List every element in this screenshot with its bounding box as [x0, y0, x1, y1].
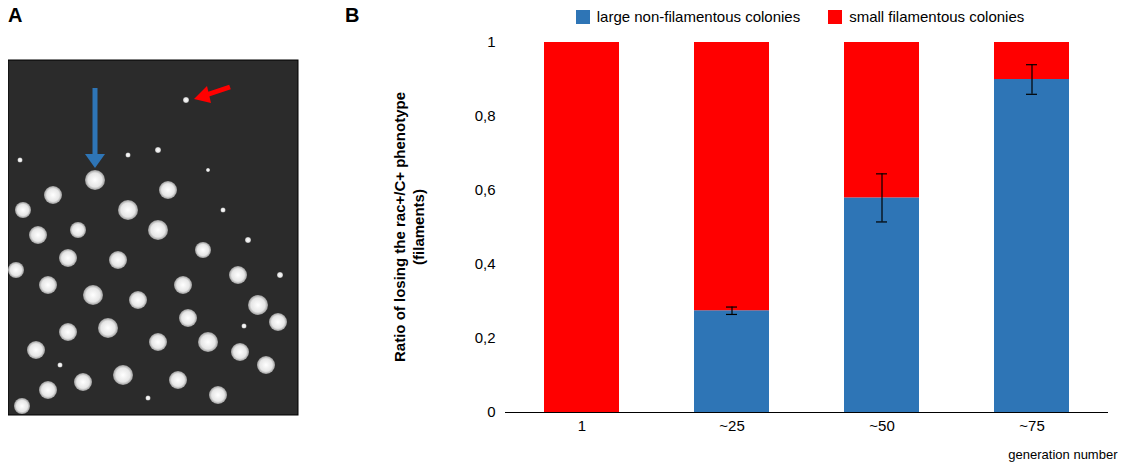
svg-text:1: 1	[487, 33, 495, 50]
svg-text:0: 0	[487, 403, 495, 420]
svg-text:generation number: generation number	[1008, 447, 1118, 462]
svg-text:0,8: 0,8	[475, 107, 496, 124]
html-text:A: A	[8, 4, 23, 26]
svg-text:~50: ~50	[869, 417, 894, 434]
svg-text:0,4: 0,4	[475, 255, 496, 272]
svg-text:~25: ~25	[719, 417, 744, 434]
svg-text:0,6: 0,6	[475, 181, 496, 198]
html-text:small filamentous colonies: small filamentous colonies	[849, 8, 1025, 25]
svg-text:Ratio of losing the rac+/C+ ph: Ratio of losing the rac+/C+ phenotype	[391, 92, 408, 362]
svg-text:1: 1	[578, 417, 586, 434]
html-text:large non-filamentous colonies: large non-filamentous colonies	[596, 8, 801, 25]
svg-text:(filaments): (filaments)	[410, 189, 427, 265]
svg-text:0,2: 0,2	[475, 329, 496, 346]
html-text:B: B	[345, 4, 360, 26]
svg-text:~75: ~75	[1019, 417, 1044, 434]
